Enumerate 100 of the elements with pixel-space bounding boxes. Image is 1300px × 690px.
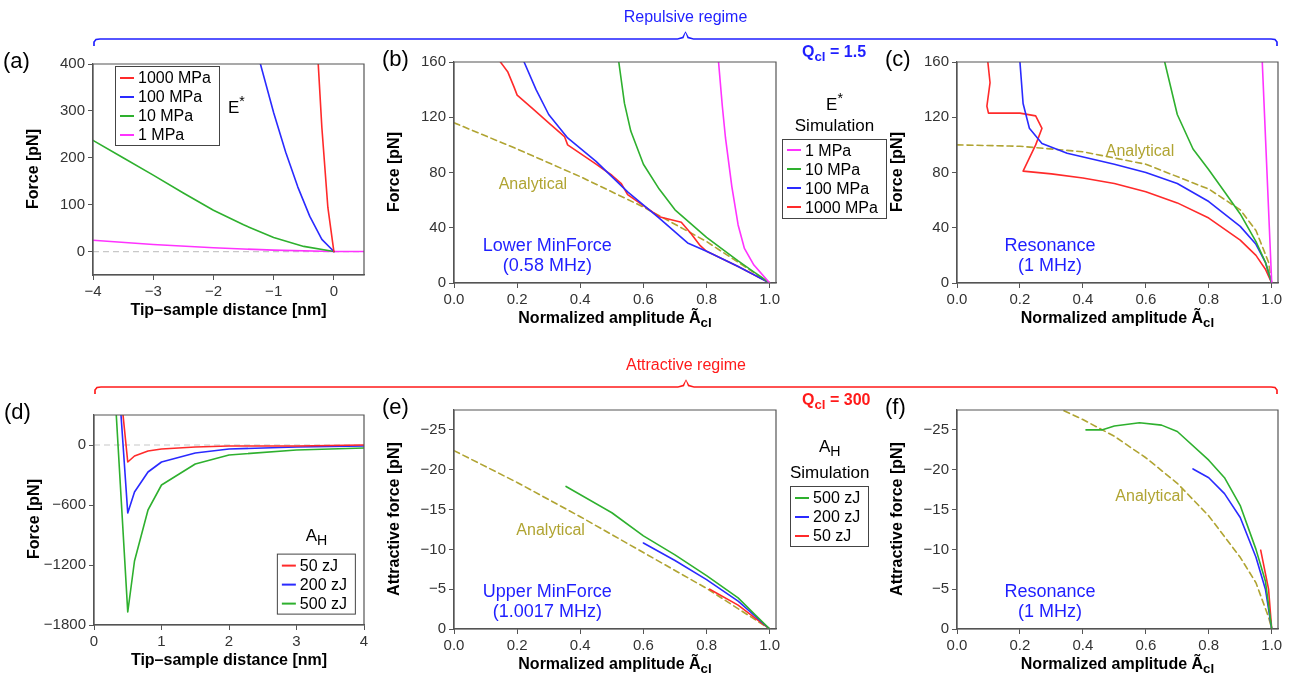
x-tick-label: 0.4 — [569, 636, 591, 654]
y-tick-label: 120 — [420, 107, 446, 125]
y-tick-label: −1200 — [43, 555, 86, 573]
legend-label: 10 MPa — [805, 159, 861, 179]
x-tick-label: 0.2 — [506, 636, 528, 654]
y-tick-label: −5 — [428, 579, 446, 597]
x-tick-label: −2 — [204, 282, 222, 300]
x-tick-label: 0.0 — [946, 290, 968, 308]
legend-title: A$_{H}$ — [305, 524, 328, 550]
x-tick-label: 1.0 — [759, 290, 781, 308]
legend-label: 1000 MPa — [805, 197, 878, 217]
y-tick-label: 160 — [923, 52, 949, 70]
chart-title: (b) — [382, 46, 409, 72]
annotation: Resonance (1 MHz) — [1003, 581, 1097, 621]
x-tick-label: −4 — [84, 282, 102, 300]
chart-title: (e) — [382, 394, 409, 420]
x-axis-title: Normalized amplitude Ã$_{cl}$ — [1020, 655, 1215, 677]
y-tick-label: 80 — [429, 162, 446, 180]
x-tick-label: 1.0 — [1261, 290, 1283, 308]
x-tick-label: 0.6 — [1135, 636, 1157, 654]
text: Repulsive regime — [623, 8, 748, 26]
y-tick-label: −10 — [923, 539, 949, 557]
y-tick-label: 160 — [420, 52, 446, 70]
x-tick-label: 4 — [359, 632, 369, 650]
legend-title: E$^{*}$ — [227, 92, 245, 118]
x-tick-label: −3 — [144, 282, 162, 300]
x-axis-title: Normalized amplitude Ã$_{cl}$ — [518, 655, 712, 677]
y-tick-label: −25 — [420, 420, 446, 438]
y-tick-label: 40 — [429, 217, 446, 235]
x-axis-title: Normalized amplitude Ã$_{cl}$ — [518, 309, 712, 331]
legend-label: 500 zJ — [813, 488, 861, 508]
text: Attractive regime — [625, 356, 747, 374]
x-tick-label: 0.2 — [506, 290, 528, 308]
x-tick-label: 0.2 — [1009, 636, 1031, 654]
y-tick-label: 80 — [932, 162, 949, 180]
x-axis-title: Tip–sample distance [nm] — [130, 301, 327, 319]
x-tick-label: 1.0 — [759, 636, 781, 654]
y-tick-label: −15 — [420, 499, 446, 517]
y-axis-title: Force [pN] — [25, 479, 43, 559]
x-tick-label: 2 — [224, 632, 234, 650]
annotation: Analytical — [498, 174, 568, 193]
legend-label: 1 MPa — [138, 125, 185, 144]
y-tick-label: −1800 — [43, 615, 86, 633]
x-axis-title: Tip–sample distance [nm] — [130, 651, 328, 669]
y-tick-label: 0 — [940, 619, 949, 637]
y-axis-title: Force [pN] — [888, 131, 906, 212]
x-tick-label: 0.6 — [632, 636, 654, 654]
legend-label: 50 zJ — [299, 556, 339, 575]
annotation: Lower MinForce (0.58 MHz) — [481, 235, 613, 275]
legend-label: 200 zJ — [299, 575, 347, 594]
x-tick-label: 0.4 — [1072, 636, 1094, 654]
y-axis-title: Attractive force [pN] — [385, 441, 403, 596]
y-tick-label: 120 — [923, 107, 949, 125]
legend-label: 500 zJ — [299, 594, 347, 613]
x-tick-label: 0 — [89, 632, 99, 650]
x-tick-label: 0.4 — [569, 290, 591, 308]
y-tick-label: −5 — [931, 579, 949, 597]
y-axis-title: Force [pN] — [385, 131, 403, 212]
annotation: Analytical — [516, 521, 585, 540]
x-tick-label: 0.8 — [1198, 290, 1220, 308]
x-tick-label: 0 — [329, 282, 339, 300]
y-tick-label: −20 — [420, 459, 446, 477]
y-tick-label: 0 — [437, 619, 446, 637]
y-tick-label: −25 — [923, 420, 949, 438]
legend-label: 1 MPa — [805, 140, 852, 160]
x-tick-label: 1.0 — [1261, 636, 1283, 654]
x-tick-label: 0.8 — [1198, 636, 1220, 654]
text: Q$_{cl}$ = 1.5 — [802, 43, 867, 65]
chart-title: (d) — [4, 399, 31, 425]
annotation: Upper MinForce (1.0017 MHz) — [481, 581, 613, 621]
x-tick-label: 0.2 — [1009, 290, 1031, 308]
x-tick-label: 0.6 — [1135, 290, 1157, 308]
y-tick-label: −20 — [923, 459, 949, 477]
y-tick-label: 40 — [932, 217, 949, 235]
x-tick-label: 0.0 — [946, 636, 968, 654]
y-tick-label: −15 — [923, 499, 949, 517]
text: Q$_{cl}$ = 300 — [802, 391, 871, 413]
y-tick-label: 400 — [59, 54, 85, 72]
y-tick-label: 200 — [59, 147, 85, 165]
y-tick-label: 100 — [59, 194, 85, 212]
chart-title: (f) — [885, 394, 906, 420]
x-tick-label: 0.4 — [1072, 290, 1094, 308]
legend-label: 50 zJ — [813, 526, 852, 546]
x-tick-label: 0.6 — [632, 290, 654, 308]
x-tick-label: 0.0 — [443, 290, 465, 308]
legend-label: 100 MPa — [138, 87, 203, 106]
x-tick-label: −1 — [265, 282, 283, 300]
legend-title: A$_{H}$ Simulation — [790, 436, 870, 484]
x-tick-label: 1 — [157, 632, 166, 650]
annotation: Analytical — [1105, 142, 1175, 161]
legend-title: E$^{*}$ Simulation — [794, 89, 875, 136]
x-tick-label: 0.8 — [696, 290, 717, 308]
annotation: Resonance (1 MHz) — [1003, 235, 1097, 275]
y-tick-label: −600 — [52, 495, 86, 513]
legend-label: 10 MPa — [138, 106, 194, 125]
y-tick-label: −10 — [420, 539, 446, 557]
x-tick-label: 0.8 — [696, 636, 717, 654]
legend-label: 200 zJ — [813, 507, 861, 527]
y-tick-label: 300 — [59, 101, 85, 119]
x-axis-title: Normalized amplitude Ã$_{cl}$ — [1020, 309, 1215, 331]
